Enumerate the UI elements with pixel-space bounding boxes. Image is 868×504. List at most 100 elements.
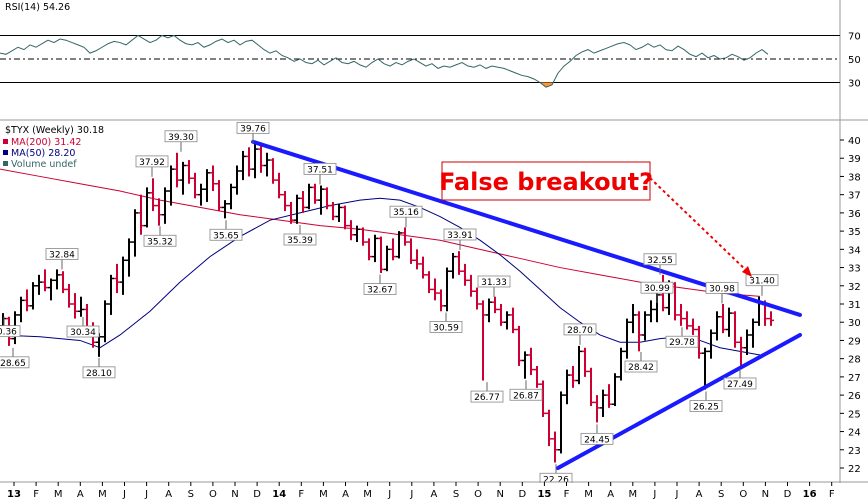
x-tick-label: 15 — [537, 489, 551, 500]
price-bar — [222, 200, 228, 219]
price-label-box — [389, 205, 423, 218]
price-bar — [312, 183, 318, 204]
x-axis: 13 F M A M J J A S O N D 14 F M A M J J A S O N D 15 F M A M J J A S O N D 1… — [0, 481, 868, 500]
x-tick-label: M — [98, 489, 107, 500]
price-label: 31.33 — [477, 275, 511, 297]
price-bar — [600, 389, 606, 417]
price-label-text: 35.16 — [393, 208, 419, 218]
x-tick-label: O — [474, 489, 482, 500]
price-bar — [318, 185, 324, 215]
x-tick-label: S — [453, 489, 459, 500]
rsi-line — [0, 34, 769, 88]
price-bar — [324, 187, 330, 210]
price-bar — [72, 293, 78, 319]
price-labels: 30.36 28.65 32.84 30.34 28.10 37.92 35.32 39.30… — [0, 121, 779, 485]
price-label-text: 26.25 — [693, 403, 719, 413]
price-bar — [354, 225, 360, 243]
price-bar — [198, 183, 204, 206]
price-bar — [768, 311, 774, 326]
price-bar — [306, 183, 312, 210]
price-label: 30.59 — [429, 312, 463, 333]
price-bar — [330, 201, 336, 221]
price-bar — [360, 227, 366, 246]
rsi-axis: 70 50 30 — [848, 32, 861, 90]
price-tick-39: 39 — [848, 154, 861, 165]
price-label-box — [303, 162, 337, 175]
price-bar — [396, 231, 402, 259]
price-bar — [210, 165, 216, 192]
price-tick-27: 27 — [848, 373, 861, 384]
price-bar — [510, 307, 516, 334]
rsi-oversold-fill — [540, 82, 554, 88]
price-bar — [102, 300, 108, 343]
price-bar — [144, 187, 150, 228]
price-bar — [504, 311, 510, 330]
chart-title: $TYX (Weekly) 30.18 — [5, 125, 104, 136]
annotation-arrow-line — [649, 177, 751, 275]
x-tick-label: F — [829, 489, 835, 500]
price-bar — [138, 194, 144, 235]
price-label-text: 39.76 — [240, 124, 266, 134]
price-bar — [462, 263, 468, 286]
annotation-text: False breakout? — [439, 168, 653, 196]
x-tick-label: M — [319, 489, 328, 500]
rsi-oversold-area — [540, 82, 554, 88]
price-label-text: 31.33 — [481, 278, 507, 288]
price-bar — [420, 256, 426, 279]
price-label: 39.30 — [164, 130, 198, 152]
price-bar — [570, 365, 576, 388]
price-label-box — [723, 377, 757, 390]
price-bar — [696, 325, 702, 359]
price-label-box — [66, 325, 100, 338]
price-label-box — [283, 233, 317, 246]
price-bar — [348, 220, 354, 241]
legend-swatch — [3, 150, 8, 155]
x-tick-label: F — [564, 489, 570, 500]
ma50-line — [0, 197, 761, 356]
price-bar — [480, 300, 486, 381]
price-label-box — [509, 388, 543, 401]
price-bar — [252, 143, 258, 179]
price-label-text: 30.98 — [709, 284, 735, 294]
x-tick-label: F — [33, 489, 39, 500]
price-bar — [294, 194, 300, 224]
price-bar — [642, 311, 648, 341]
price-bar — [342, 205, 348, 230]
price-label: 35.39 — [283, 225, 317, 246]
price-tick-28: 28 — [848, 355, 861, 366]
price-bar — [744, 329, 750, 356]
x-tick-label: J — [144, 489, 148, 500]
price-bar — [18, 296, 24, 323]
price-label-box — [363, 283, 397, 295]
price-label: 30.98 — [705, 281, 739, 304]
price-bar — [516, 325, 522, 366]
rsi-grid — [0, 35, 840, 83]
price-bar — [378, 236, 384, 274]
price-label-text: 30.36 — [0, 328, 17, 338]
price-label-text: 39.30 — [168, 133, 194, 143]
price-label: 32.55 — [643, 253, 677, 275]
x-tick-label: J — [122, 489, 126, 500]
price-bar — [270, 158, 276, 184]
price-bar — [30, 282, 36, 310]
price-bar — [132, 209, 138, 257]
price-bar — [258, 145, 264, 173]
price-bar — [432, 278, 438, 301]
price-bar — [528, 347, 534, 376]
price-axis: 22 23 24 25 26 27 28 29 30 31 32 33 34 35 36 37 38 39 40 — [840, 136, 861, 475]
price-label-text: 30.99 — [644, 284, 670, 294]
price-tick-23: 23 — [848, 446, 861, 457]
price-label-box — [429, 321, 463, 333]
price-tick-38: 38 — [848, 172, 861, 183]
annotation-box — [441, 161, 651, 201]
rsi-tick-50: 50 — [848, 55, 861, 66]
x-tick-label: M — [54, 489, 63, 500]
price-bar — [738, 336, 744, 368]
x-tick-label: O — [739, 489, 747, 500]
price-label-text: 28.70 — [567, 326, 593, 336]
price-bar — [540, 380, 546, 417]
x-tick-label: D — [253, 489, 261, 500]
